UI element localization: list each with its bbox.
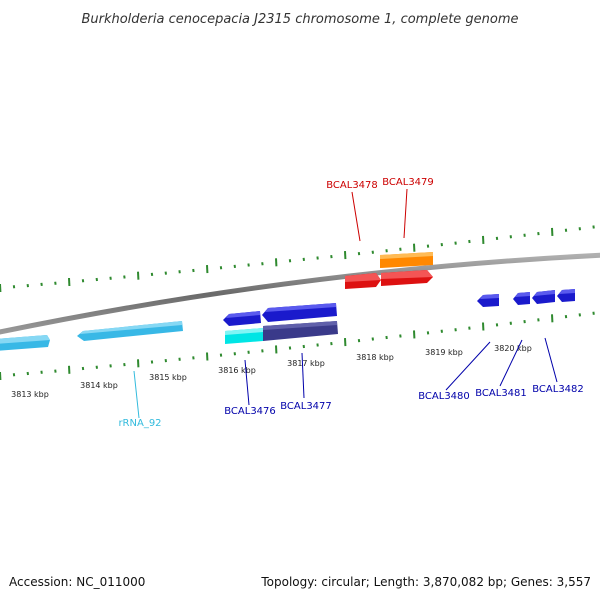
gene-arrow-BCAL3476[interactable]: [223, 311, 261, 326]
gene-arrow-BCAL3481[interactable]: [513, 292, 530, 305]
gene-arrow-BCAL3482-b[interactable]: [557, 289, 575, 302]
label-BCAL3482[interactable]: BCAL3482: [532, 384, 584, 395]
gene-arrow-rRNA-left[interactable]: [0, 335, 50, 351]
map-title: Burkholderia cenocepacia J2315 chromosom…: [81, 12, 518, 27]
leader-BCAL3482: [544, 337, 558, 383]
leader-BCAL3478: [351, 191, 361, 242]
gene-arrow-BCAL3480[interactable]: [477, 294, 499, 307]
label-BCAL3476[interactable]: BCAL3476: [224, 406, 276, 417]
leader-BCAL3480: [445, 341, 491, 391]
leader-BCAL3481: [499, 339, 523, 387]
label-rRNA-92[interactable]: rRNA_92: [118, 418, 161, 429]
label-BCAL3480[interactable]: BCAL3480: [418, 391, 470, 402]
gene-arrow-rRNA-92[interactable]: [77, 321, 183, 341]
gene-arrow-BCAL3477[interactable]: [262, 303, 337, 322]
ruler-label-3820: 3820 kbp: [494, 344, 532, 353]
ruler-label-3814: 3814 kbp: [80, 381, 118, 390]
ruler-label-3819: 3819 kbp: [425, 348, 463, 357]
label-BCAL3479[interactable]: BCAL3479: [382, 177, 434, 188]
gene-arrow-BCAL3478[interactable]: [345, 273, 381, 289]
lower-tick-row: [0, 311, 595, 381]
ruler-label-3817: 3817 kbp: [287, 359, 325, 368]
label-BCAL3481[interactable]: BCAL3481: [475, 388, 527, 399]
label-BCAL3478[interactable]: BCAL3478: [326, 180, 378, 191]
leader-BCAL3479: [403, 188, 408, 239]
leader-BCAL3476: [244, 359, 250, 406]
gene-block-orange[interactable]: [380, 252, 433, 268]
gene-block-cyan[interactable]: [225, 328, 263, 344]
label-BCAL3477[interactable]: BCAL3477: [280, 401, 332, 412]
topology-text: Topology: circular; Length: 3,870,082 bp…: [261, 575, 591, 589]
accession-text: Accession: NC_011000: [9, 575, 146, 589]
chromosome-backbone: [0, 252, 600, 335]
gene-block-purple[interactable]: [263, 321, 338, 341]
ruler-label-3818: 3818 kbp: [356, 353, 394, 362]
ruler-label-3813: 3813 kbp: [11, 390, 49, 399]
leader-rRNA-92: [133, 370, 140, 419]
gene-arrow-BCAL3479[interactable]: [381, 270, 433, 286]
gene-arrow-BCAL3482-a[interactable]: [532, 290, 555, 304]
leader-BCAL3477: [301, 352, 305, 399]
upper-tick-row: [0, 225, 595, 293]
ruler-label-3815: 3815 kbp: [149, 373, 187, 382]
ruler-label-3816: 3816 kbp: [218, 366, 256, 375]
